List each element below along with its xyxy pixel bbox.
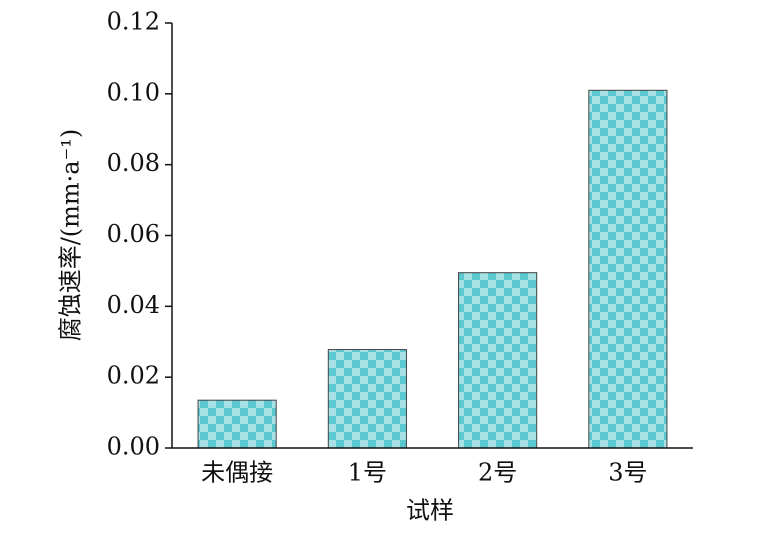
- bar: [197, 399, 277, 449]
- x-tick-label: 未偶接: [201, 459, 273, 487]
- x-tick-label: 1号: [348, 459, 387, 487]
- bar: [458, 272, 538, 449]
- bar: [327, 349, 407, 449]
- y-tick-label: 0.12: [107, 8, 160, 36]
- y-tick-label: 0.10: [107, 78, 160, 106]
- y-axis-label: 腐蚀速率/(mm·a⁻¹): [57, 129, 85, 342]
- y-tick-label: 0.04: [107, 291, 160, 319]
- x-tick-label: 3号: [608, 459, 647, 487]
- y-tick-label: 0.00: [107, 433, 160, 461]
- y-tick-label: 0.02: [107, 362, 160, 390]
- y-tick-label: 0.08: [107, 149, 160, 177]
- y-tick-label: 0.06: [107, 220, 160, 248]
- x-axis-label: 试样: [406, 497, 454, 525]
- bar: [588, 89, 668, 449]
- x-tick-label: 2号: [478, 459, 517, 487]
